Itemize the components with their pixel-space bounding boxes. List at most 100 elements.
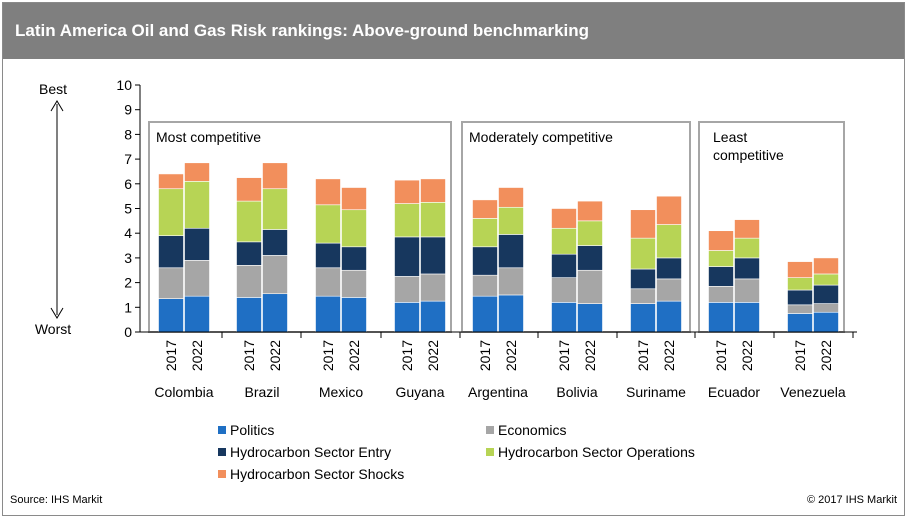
bar-seg-hydrocarbon-sector-shocks-14 [708, 230, 734, 251]
bar-seg-economics-8 [472, 274, 498, 297]
x-country-label-brazil: Brazil [244, 384, 279, 400]
panel-label-moderately-competitive: Moderately competitive [469, 129, 613, 145]
y-tick-label-5: 5 [124, 201, 132, 217]
bar-seg-politics-9 [498, 294, 524, 333]
bar-seg-hydrocarbon-sector-operations-3 [262, 188, 288, 230]
bar-seg-hydrocarbon-sector-entry-8 [472, 246, 498, 276]
legend-swatch-sector-entry [218, 448, 226, 456]
panel-label-most-competitive: Most competitive [156, 129, 261, 145]
x-year-label-guyana-2022: 2022 [425, 340, 441, 371]
legend-swatch-sector-operations [486, 448, 494, 456]
bar-seg-economics-2 [236, 265, 262, 298]
bar-seg-hydrocarbon-sector-operations-8 [472, 218, 498, 248]
x-country-label-mexico: Mexico [319, 384, 364, 400]
x-year-label-mexico-2022: 2022 [346, 340, 362, 371]
y-tick-label-8: 8 [124, 126, 132, 142]
bar-seg-economics-0 [158, 267, 184, 299]
axis-arrow-head-up [50, 100, 64, 112]
legend-item-sector-operations: Hydrocarbon Sector Operations [486, 444, 695, 460]
bar-seg-hydrocarbon-sector-entry-11 [577, 245, 603, 271]
bar-seg-economics-14 [708, 286, 734, 303]
axis-arrow-head-down [50, 307, 64, 319]
legend-item-economics: Economics [486, 422, 566, 438]
bar-seg-hydrocarbon-sector-operations-6 [394, 203, 420, 238]
bar-seg-hydrocarbon-sector-shocks-12 [630, 209, 656, 239]
bar-seg-hydrocarbon-sector-operations-4 [315, 204, 341, 244]
bar-seg-hydrocarbon-sector-shocks-17 [813, 257, 839, 275]
bar-seg-economics-12 [630, 288, 656, 304]
bar-seg-politics-15 [734, 302, 760, 333]
bar-seg-hydrocarbon-sector-entry-9 [498, 234, 524, 269]
legend-item-politics: Politics [218, 422, 274, 438]
y-tick-label-0: 0 [124, 324, 132, 340]
bar-seg-economics-7 [420, 273, 446, 302]
title-bar: Latin America Oil and Gas Risk rankings:… [3, 3, 904, 59]
bar-seg-politics-5 [341, 297, 367, 333]
x-year-label-brazil-2022: 2022 [267, 340, 283, 371]
legend-label-politics: Politics [230, 422, 275, 438]
bar-seg-economics-11 [577, 269, 603, 304]
bar-seg-economics-16 [787, 304, 813, 314]
bar-seg-politics-17 [813, 311, 839, 333]
y-tick-label-9: 9 [124, 102, 132, 118]
x-year-label-colombia-2017: 2017 [163, 340, 179, 371]
legend-swatch-sector-shocks [218, 470, 226, 478]
x-country-label-guyana: Guyana [395, 384, 444, 400]
panel-label-least-competitive-line2: competitive [713, 147, 784, 163]
bar-seg-hydrocarbon-sector-operations-17 [813, 273, 839, 286]
bar-seg-economics-6 [394, 276, 420, 303]
bar-seg-economics-5 [341, 269, 367, 298]
bar-seg-hydrocarbon-sector-shocks-5 [341, 187, 367, 211]
x-country-label-ecuador: Ecuador [708, 384, 760, 400]
source-note: Source: IHS Markit [10, 494, 103, 506]
bar-seg-hydrocarbon-sector-entry-13 [656, 257, 682, 280]
legend-item-sector-entry: Hydrocarbon Sector Entry [218, 444, 391, 460]
bar-seg-hydrocarbon-sector-operations-9 [498, 206, 524, 235]
bar-seg-hydrocarbon-sector-shocks-6 [394, 179, 420, 204]
bar-seg-politics-3 [262, 293, 288, 333]
copyright-note: © 2017 IHS Markit [806, 494, 897, 506]
bar-seg-economics-9 [498, 267, 524, 296]
bar-seg-politics-7 [420, 300, 446, 333]
x-year-label-venezuela-2017: 2017 [792, 340, 808, 371]
bar-seg-hydrocarbon-sector-entry-0 [158, 235, 184, 269]
bar-seg-hydrocarbon-sector-entry-15 [734, 257, 760, 280]
x-year-label-suriname-2017: 2017 [635, 340, 651, 371]
legend-swatch-politics [218, 426, 226, 434]
bar-seg-politics-8 [472, 295, 498, 333]
y-tick-label-1: 1 [124, 299, 132, 315]
y-tick-label-6: 6 [124, 176, 132, 192]
x-year-label-mexico-2017: 2017 [320, 340, 336, 371]
bar-seg-economics-1 [184, 260, 210, 297]
bar-seg-politics-2 [236, 297, 262, 333]
bar-seg-hydrocarbon-sector-shocks-8 [472, 199, 498, 219]
bar-seg-hydrocarbon-sector-entry-14 [708, 266, 734, 287]
bar-seg-hydrocarbon-sector-shocks-9 [498, 187, 524, 208]
x-year-label-venezuela-2022: 2022 [818, 340, 834, 371]
bar-seg-hydrocarbon-sector-entry-7 [420, 236, 446, 275]
y-tick-label-7: 7 [124, 151, 132, 167]
x-country-label-venezuela: Venezuela [780, 384, 846, 400]
panel-label-least-competitive-line1: Least [713, 129, 747, 145]
legend-item-sector-shocks: Hydrocarbon Sector Shocks [218, 466, 404, 482]
bar-seg-hydrocarbon-sector-shocks-10 [551, 208, 577, 229]
legend-swatch-economics [486, 426, 494, 434]
bar-seg-hydrocarbon-sector-shocks-13 [656, 195, 682, 225]
bar-seg-hydrocarbon-sector-entry-10 [551, 253, 577, 278]
bar-seg-hydrocarbon-sector-entry-4 [315, 242, 341, 269]
bar-seg-hydrocarbon-sector-operations-12 [630, 237, 656, 270]
legend-label-sector-shocks: Hydrocarbon Sector Shocks [230, 466, 405, 482]
page-title: Latin America Oil and Gas Risk rankings:… [15, 21, 590, 40]
x-year-label-ecuador-2022: 2022 [739, 340, 755, 371]
bar-seg-hydrocarbon-sector-shocks-2 [236, 177, 262, 202]
bar-seg-politics-14 [708, 302, 734, 333]
axis-annotation-worst: Worst [35, 321, 71, 337]
x-year-label-suriname-2022: 2022 [661, 340, 677, 371]
x-year-label-argentina-2022: 2022 [503, 340, 519, 371]
y-tick-label-2: 2 [124, 275, 132, 291]
bar-seg-economics-4 [315, 267, 341, 297]
bar-seg-politics-6 [394, 302, 420, 333]
bar-seg-hydrocarbon-sector-shocks-7 [420, 178, 446, 203]
bar-seg-hydrocarbon-sector-entry-3 [262, 229, 288, 256]
